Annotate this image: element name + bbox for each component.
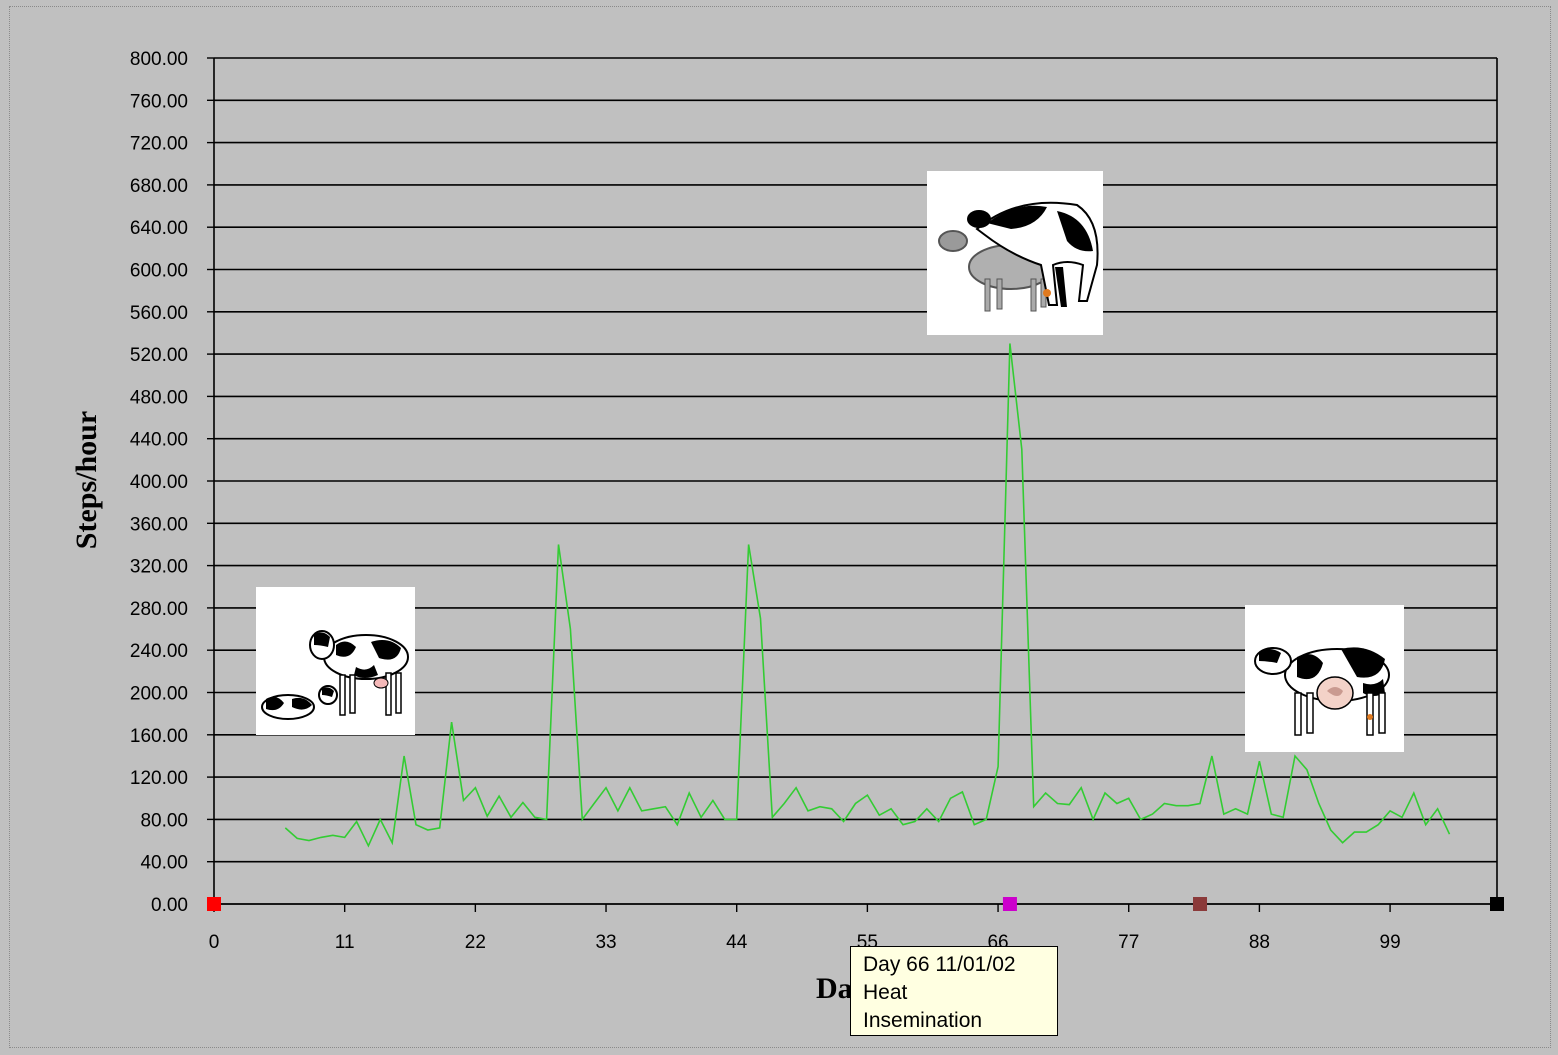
y-tick-label: 320.00 (130, 557, 188, 578)
cows-mounting-picture (927, 171, 1103, 335)
series (284, 343, 1451, 848)
x-tick-label: 99 (1380, 932, 1401, 953)
y-tick-label: 40.00 (140, 853, 188, 874)
y-tick-label: 600.00 (130, 261, 188, 282)
chart-area (9, 6, 1551, 1048)
tooltip-day-date: Day 66 11/01/02 (863, 953, 1016, 976)
pregnant-cow-icon (1254, 647, 1390, 736)
x-tick-label: 88 (1249, 932, 1270, 953)
x-tick-label: 33 (595, 932, 616, 953)
x-axis-title: Da (816, 972, 853, 1005)
y-tick-label: 440.00 (130, 430, 188, 451)
event-markers (207, 897, 1504, 911)
event-marker (1490, 897, 1504, 911)
y-tick-label: 720.00 (130, 134, 188, 155)
y-tick-label: 520.00 (130, 345, 188, 366)
y-tick-label: 80.00 (140, 810, 188, 831)
tooltip-event-insemination: Insemination (863, 1009, 983, 1032)
y-tick-label: 160.00 (130, 726, 188, 747)
y-tick-label: 360.00 (130, 514, 188, 535)
y-tick-label: 280.00 (130, 599, 188, 620)
y-tick-label: 640.00 (130, 218, 188, 239)
x-tick-label: 44 (726, 932, 748, 953)
y-tick-label: 800.00 (130, 49, 188, 70)
y-tick-label: 240.00 (130, 641, 188, 662)
pregnant-cow-picture (1245, 605, 1404, 752)
y-axis-title: Steps/hour (70, 411, 103, 549)
y-tick-label: 560.00 (130, 303, 188, 324)
tooltip-event-heat: Heat (863, 981, 908, 1004)
x-tick-label: 22 (465, 932, 486, 953)
x-tick-labels: 0 11 22 33 44 55 66 77 88 99 (209, 932, 1401, 953)
y-tick-label: 760.00 (130, 91, 188, 112)
y-tick-labels: 0.00 40.00 80.00 120.00 160.00 200.00 240.00 28… (130, 49, 188, 916)
event-marker (1002, 897, 1017, 911)
cow-with-calf-picture (256, 587, 415, 735)
axes (207, 57, 1498, 912)
event-tooltip: Day 66 11/01/02 Heat Insemination (850, 946, 1058, 1036)
y-tick-label: 480.00 (130, 387, 188, 408)
event-marker (207, 897, 221, 911)
x-tick-label: 77 (1118, 932, 1139, 953)
y-tick-label: 0.00 (151, 895, 188, 916)
event-marker (1193, 897, 1208, 911)
y-tick-label: 680.00 (130, 176, 188, 197)
cows-mounting-icon (938, 201, 1099, 312)
cow-with-calf-icon (261, 630, 409, 720)
steps-per-hour-line (284, 343, 1451, 848)
x-tick-label: 0 (209, 932, 220, 953)
x-tick-label: 11 (335, 932, 355, 953)
y-tick-label: 200.00 (130, 684, 188, 705)
y-tick-label: 400.00 (130, 472, 188, 493)
y-tick-label: 120.00 (130, 768, 188, 789)
